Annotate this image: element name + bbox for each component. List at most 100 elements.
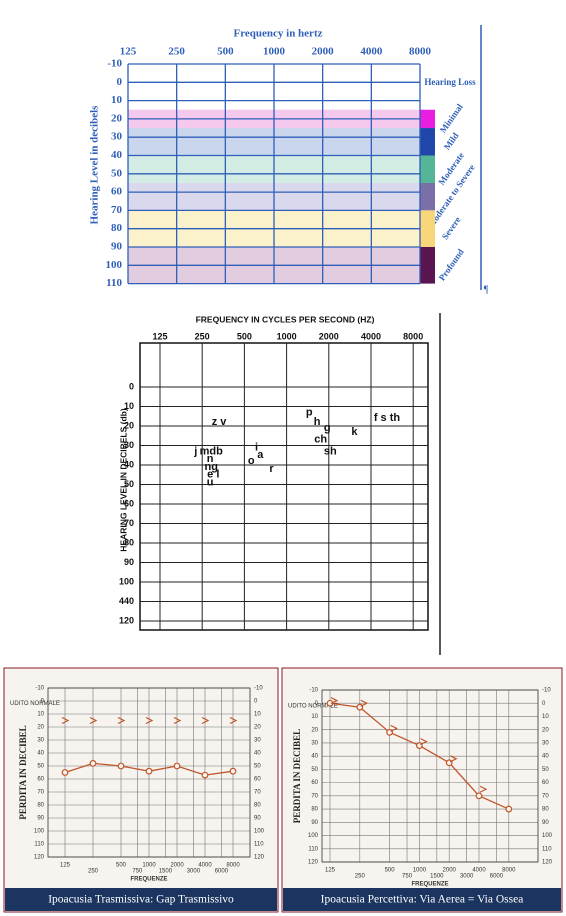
air-point [61, 769, 69, 776]
air-point [229, 767, 237, 775]
title: FREQUENCY IN CYCLES PER SECOND (HZ) [196, 314, 375, 324]
legend-color [420, 155, 435, 183]
caption-bar [5, 888, 277, 911]
x-tick-label: 250 [88, 869, 99, 875]
y-label: PERDITA IN DECIBEL [18, 725, 28, 819]
x-tick-label: 8000 [502, 868, 516, 874]
y-tick-label: 70 [37, 790, 44, 796]
legend-color [420, 210, 435, 247]
speech-sound: a [257, 449, 264, 461]
level-label: 40 [111, 149, 123, 161]
x-tick-label: 3000 [187, 869, 201, 875]
y-tick-label: 90 [311, 820, 318, 826]
y-tick-label: 70 [542, 793, 549, 799]
bone-point [201, 716, 210, 725]
x-tick-label: 1500 [430, 874, 444, 880]
x-tick-label: 4000 [472, 868, 486, 874]
legend-title: Hearing Loss [424, 77, 476, 87]
y-tick-label: 100 [542, 833, 553, 839]
y-tick-label: 20 [542, 727, 549, 733]
x-tick-label: 500 [116, 863, 127, 869]
frequency-label: 2000 [319, 331, 339, 341]
frequency-label: 2000 [312, 46, 335, 58]
y-tick-label: 10 [311, 714, 318, 720]
frequency-label: 500 [237, 331, 252, 341]
level-label: 40 [124, 459, 134, 469]
level-label: 30 [124, 440, 134, 450]
y-tick-label: 90 [37, 816, 44, 822]
y-tick-label: 30 [311, 741, 318, 747]
speech-sound: u [207, 476, 214, 488]
y-tick-label: 70 [254, 790, 261, 796]
x-tick-label: 2000 [443, 868, 457, 874]
y-tick-label: 20 [37, 725, 44, 731]
level-label: 30 [111, 131, 123, 143]
normal-label: UDITO NORMALE [288, 703, 338, 709]
y-tick-label: 50 [542, 767, 549, 773]
y-tick-label: 10 [542, 714, 549, 720]
y-tick-label: 70 [311, 793, 318, 799]
speech-sound: k [351, 426, 358, 438]
y-tick-label: 30 [254, 738, 261, 744]
x-tick-label: 1000 [142, 863, 156, 869]
x-tick-label: 500 [385, 868, 396, 874]
y-tick-label: 10 [254, 712, 261, 718]
bone-point [89, 716, 98, 725]
frequency-label: 250 [195, 331, 210, 341]
panel [281, 667, 563, 913]
level-label: 90 [111, 241, 123, 253]
air-point [201, 771, 209, 779]
speech-sound: z v [212, 416, 228, 428]
title: Frequency in hertz [233, 28, 322, 40]
level-label: 70 [124, 518, 134, 528]
frame [139, 342, 429, 631]
level-label: 80 [124, 537, 134, 547]
level-label: 440 [119, 596, 134, 606]
y-tick-label: 80 [311, 807, 318, 813]
speech-sound: sh [324, 445, 337, 457]
y-label: PERDITA IN DECIBEL [292, 729, 302, 823]
bone-point [330, 697, 339, 705]
caption: Ipoacusia Trasmissiva: Gap Trasmissivo [48, 894, 234, 906]
speech-sound: g [324, 422, 331, 434]
air-point [117, 762, 125, 770]
speech-sound: r [269, 463, 274, 475]
y-tick-label: 80 [37, 803, 44, 809]
x-tick-label: 2000 [170, 863, 184, 869]
bone-point [420, 738, 428, 746]
level-label: 70 [111, 204, 123, 216]
level-label: 110 [106, 277, 122, 289]
x-tick-label: 4000 [198, 863, 212, 869]
y-tick-label: 80 [542, 807, 549, 813]
x-tick-label: 1000 [413, 868, 427, 874]
frequency-label: 125 [120, 46, 137, 58]
y-tick-label: -10 [542, 688, 551, 694]
y-tick-label: 120 [542, 860, 553, 866]
level-label: 50 [124, 479, 134, 489]
y-tick-label: 50 [37, 764, 44, 770]
level-label: 0 [129, 381, 134, 391]
x-tick-label: 6000 [490, 874, 504, 880]
frequency-label: 8000 [403, 331, 423, 341]
y-tick-label: 0 [254, 699, 258, 705]
y-label: Hearing Level in decibels [89, 105, 101, 225]
bone-point [479, 785, 488, 793]
y-tick-label: 40 [542, 754, 549, 760]
y-tick-label: 0 [542, 701, 546, 707]
y-tick-label: -10 [35, 686, 44, 692]
air-point [173, 762, 181, 770]
y-tick-label: 120 [254, 855, 265, 861]
speech-sound: h [314, 416, 321, 428]
legend-color [420, 182, 435, 211]
y-tick-label: 110 [34, 842, 44, 848]
speech-sound: o [248, 455, 255, 467]
y-tick-label: 110 [542, 846, 552, 852]
legend-color [420, 247, 435, 284]
air-point [145, 767, 153, 775]
air-point [505, 805, 513, 813]
y-tick-label: 10 [37, 712, 44, 718]
x-tick-label: 250 [355, 874, 366, 880]
y-tick-label: 100 [308, 833, 319, 839]
y-tick-label: 90 [254, 816, 261, 822]
